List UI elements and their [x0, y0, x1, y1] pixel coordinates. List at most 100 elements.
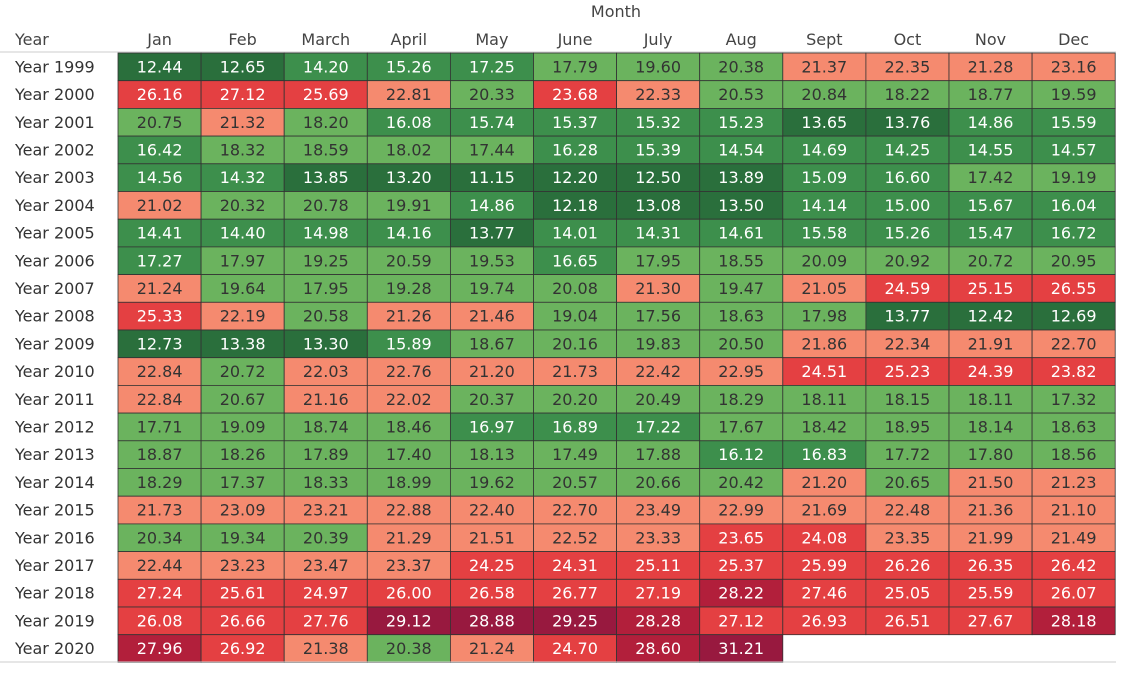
- heatmap-cell: [200, 551, 285, 580]
- cell-value: 19.60: [635, 57, 681, 76]
- heatmap-cell: [616, 468, 701, 497]
- heatmap-cell: [616, 163, 701, 192]
- heatmap-cell: [366, 218, 451, 248]
- heatmap-cell: [366, 578, 451, 608]
- cell-value: 13.38: [220, 334, 266, 353]
- row-label: Year 2015: [14, 501, 95, 520]
- cell-value: 18.59: [303, 140, 349, 159]
- cell-value: 23.37: [386, 556, 432, 575]
- heatmap-cell: [366, 606, 451, 636]
- cell-value: 17.67: [718, 417, 764, 436]
- cell-value: 14.20: [303, 57, 349, 76]
- heatmap-cell: [616, 329, 701, 359]
- cell-value: 17.97: [220, 251, 266, 270]
- cell-value: 15.23: [718, 113, 764, 132]
- heatmap-cell: [200, 218, 285, 248]
- cell-value: 26.92: [220, 639, 266, 658]
- cell-value: 22.84: [137, 362, 183, 381]
- heatmap-cell: [865, 52, 950, 82]
- heatmap-cell: [699, 523, 784, 553]
- heatmap-cell: [533, 80, 617, 109]
- cell-value: 16.97: [469, 417, 515, 436]
- heatmap-cell: [699, 191, 784, 220]
- cell-value: 20.58: [303, 307, 349, 326]
- heatmap-cell: [948, 384, 1033, 414]
- cell-value: 28.88: [469, 611, 515, 630]
- heatmap-cell: [1031, 551, 1116, 580]
- cell-value: 20.08: [552, 279, 598, 298]
- cell-value: 15.74: [469, 113, 515, 132]
- cell-value: 11.15: [469, 168, 515, 187]
- heatmap-cell: [283, 80, 368, 109]
- heatmap-cell: [699, 440, 784, 469]
- heatmap-cell: [1031, 135, 1116, 165]
- cell-value: 15.26: [884, 224, 930, 243]
- cell-value: 27.76: [303, 611, 349, 630]
- column-labels: Jan Feb March April May June July Aug Sept Oct Nov…: [146, 30, 1089, 49]
- heatmap-cell: [533, 108, 617, 137]
- cell-value: 20.67: [220, 390, 266, 409]
- cell-value: 18.29: [718, 390, 764, 409]
- cell-value: 22.48: [884, 501, 930, 520]
- cell-value: 26.66: [220, 611, 266, 630]
- cell-value: 26.55: [1051, 279, 1097, 298]
- cell-value: 16.42: [137, 140, 183, 159]
- column-label: April: [391, 30, 428, 49]
- cell-value: 20.72: [220, 362, 266, 381]
- cell-value: 18.63: [718, 307, 764, 326]
- heatmap-cell: [117, 218, 202, 248]
- heatmap-cell: [449, 606, 534, 636]
- cell-value: 23.16: [1051, 57, 1097, 76]
- heatmap-cell: [200, 412, 285, 442]
- cell-value: 19.64: [220, 279, 266, 298]
- cell-value: 18.13: [469, 445, 515, 464]
- heatmap-cell: [1031, 606, 1116, 636]
- heatmap-cell: [782, 384, 867, 414]
- heatmap-cell: [1031, 191, 1116, 220]
- heatmap-cell: [616, 523, 701, 553]
- heatmap-cell: [533, 440, 617, 469]
- cell-value: 24.39: [968, 362, 1014, 381]
- cell-value: 21.50: [968, 473, 1014, 492]
- cell-value: 24.70: [552, 639, 598, 658]
- cell-value: 18.11: [968, 390, 1014, 409]
- cell-value: 18.55: [718, 251, 764, 270]
- heatmap-cell: [699, 108, 784, 137]
- heatmap-cell: [948, 440, 1033, 469]
- cell-value: 15.00: [884, 196, 930, 215]
- cell-value: 21.26: [386, 307, 432, 326]
- cell-value: 21.99: [968, 528, 1014, 547]
- cell-value: 23.68: [552, 85, 598, 104]
- row-label: Year 2011: [14, 390, 95, 409]
- cell-value: 21.30: [635, 279, 681, 298]
- row-label: Year 2008: [14, 307, 95, 326]
- heatmap-cell: [865, 551, 950, 580]
- heatmap-cell: [948, 329, 1033, 359]
- cell-value: 18.74: [303, 417, 349, 436]
- heatmap-cell: [1031, 301, 1116, 331]
- cell-value: 31.21: [718, 639, 764, 658]
- cell-value: 23.35: [884, 528, 930, 547]
- cell-value: 12.73: [137, 334, 183, 353]
- heatmap-cell: [283, 412, 368, 442]
- heatmap-cell: [533, 301, 617, 331]
- cell-value: 18.11: [801, 390, 847, 409]
- cell-value: 25.11: [635, 556, 681, 575]
- heatmap-cell: [533, 551, 617, 580]
- heatmap-cell: [865, 384, 950, 414]
- cell-value: 26.51: [884, 611, 930, 630]
- heatmap-cell: [117, 384, 202, 414]
- heatmap-cell: [533, 52, 617, 82]
- cell-value: 20.53: [718, 85, 764, 104]
- cell-value: 16.72: [1051, 224, 1097, 243]
- cell-value: 18.32: [220, 140, 266, 159]
- cell-value: 25.05: [884, 584, 930, 603]
- heatmap-cell: [1031, 440, 1116, 469]
- cell-value: 24.25: [469, 556, 515, 575]
- heatmap-cell: [366, 274, 451, 303]
- cell-value: 17.37: [220, 473, 266, 492]
- heatmap-cell: [1031, 108, 1116, 137]
- heatmap-cell: [699, 412, 784, 442]
